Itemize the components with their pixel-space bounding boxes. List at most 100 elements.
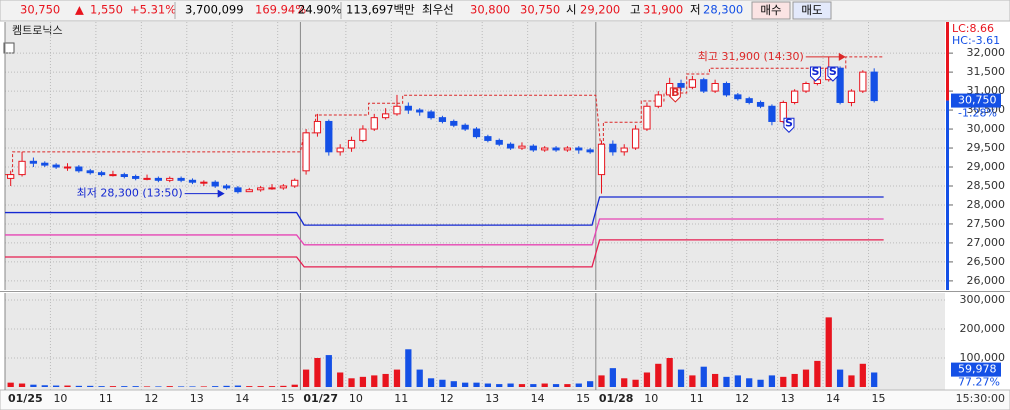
x-tick-label: 13 — [485, 392, 499, 405]
volume-bar — [371, 375, 378, 387]
volume-panel — [5, 293, 945, 390]
last-price-box — [951, 93, 1001, 108]
volume-bar — [405, 349, 412, 387]
x-tick-label: 12 — [440, 392, 454, 405]
candle-body — [870, 71, 878, 102]
candle-body — [541, 147, 549, 151]
candle-body — [506, 143, 515, 149]
candle-body — [325, 120, 333, 153]
volume-bar — [87, 385, 94, 387]
volume-bar — [598, 375, 605, 387]
volume-bar — [666, 357, 673, 387]
volume-bar — [575, 383, 582, 387]
volume-bar — [450, 381, 457, 387]
volume-bar — [302, 369, 310, 387]
candle-body — [200, 181, 208, 184]
signal-label: S — [785, 116, 793, 129]
volume-ratio: 169.94% — [255, 3, 306, 17]
last-change: -1.28% — [958, 107, 997, 120]
candle-body — [29, 160, 38, 164]
volume-bar — [632, 379, 639, 387]
candle-body — [370, 117, 378, 130]
candle-body — [563, 147, 572, 151]
open: 29,200 — [580, 3, 620, 17]
annotation-arrowhead — [838, 52, 846, 61]
candle-body — [575, 147, 583, 151]
volume-bar — [53, 385, 60, 387]
candle-body — [279, 185, 287, 189]
volume-bar — [121, 386, 128, 387]
candle-body — [779, 101, 787, 122]
candle-body — [177, 177, 185, 181]
volume-bar — [337, 372, 344, 387]
low: 28,300 — [703, 3, 743, 17]
volume-bar — [177, 386, 185, 387]
y-tick-label: 27,000 — [967, 236, 1006, 249]
volume-bar — [166, 386, 173, 387]
candle-body — [791, 90, 799, 103]
y-tick-label: 26,500 — [967, 255, 1006, 268]
candle-body — [745, 98, 753, 103]
volume-bar — [393, 369, 401, 387]
candle-body — [438, 117, 447, 122]
candle-body — [222, 185, 231, 189]
x-tick-label: 11 — [690, 392, 704, 405]
price-panel — [5, 22, 945, 290]
x-tick-label: 01/25 — [8, 392, 43, 405]
volume-bar — [382, 373, 389, 387]
signal-marker — [809, 66, 821, 82]
volume-bar — [280, 385, 287, 387]
volume: 3,700,099 — [185, 3, 244, 17]
volume-bar — [564, 384, 571, 387]
level-line — [5, 196, 884, 226]
volume-bar — [246, 386, 253, 387]
sell-button[interactable] — [792, 1, 832, 20]
v-tick-label: 200,000 — [960, 322, 1006, 335]
y-tick-label: 28,000 — [967, 198, 1006, 211]
candle-body — [586, 149, 594, 153]
volume-bar — [757, 379, 764, 387]
volume-bar — [587, 381, 594, 387]
candle-body — [302, 132, 310, 172]
axis-bar-up — [946, 22, 949, 101]
volume-bar — [416, 369, 423, 387]
candle-body — [52, 164, 60, 168]
candle-body — [381, 113, 390, 119]
volume-bar — [132, 386, 139, 387]
signal-marker — [827, 66, 839, 82]
y-tick-label: 28,500 — [967, 179, 1006, 192]
level-line — [5, 239, 884, 268]
sell-label[interactable]: 매도 — [801, 3, 822, 17]
candle-body — [620, 147, 628, 153]
volume-bar — [212, 386, 219, 387]
lc-label: LC:8.66 — [952, 22, 994, 35]
candle-body — [711, 82, 719, 92]
volume-bar — [541, 383, 548, 387]
volume-bar — [836, 369, 844, 387]
volume-bar — [291, 384, 298, 387]
signal-label: S — [812, 65, 820, 78]
annotation: 최고 31,900 (14:30) — [698, 50, 804, 63]
candle-body — [472, 128, 481, 138]
x-tick-label: 15 — [576, 392, 590, 405]
axis-bar-down — [946, 100, 949, 290]
candle-body — [268, 187, 276, 190]
candle-body — [609, 143, 617, 153]
buy-label[interactable]: 매수 — [760, 3, 781, 17]
x-tick-label: 10 — [644, 392, 658, 405]
low-label: 저 — [690, 3, 701, 17]
candle-body — [336, 147, 344, 153]
x-tick-label: 12 — [735, 392, 749, 405]
candle-body — [847, 90, 856, 103]
volume-bar — [700, 366, 707, 387]
volume-bar — [530, 384, 537, 387]
candle-body — [41, 162, 49, 166]
candle-body — [756, 101, 765, 107]
candle-body — [461, 124, 469, 130]
buy-button[interactable] — [751, 1, 791, 20]
candle-body — [7, 174, 15, 179]
candle-body — [734, 94, 742, 100]
y-tick-label: 27,500 — [967, 217, 1006, 230]
candle-body — [347, 139, 356, 149]
